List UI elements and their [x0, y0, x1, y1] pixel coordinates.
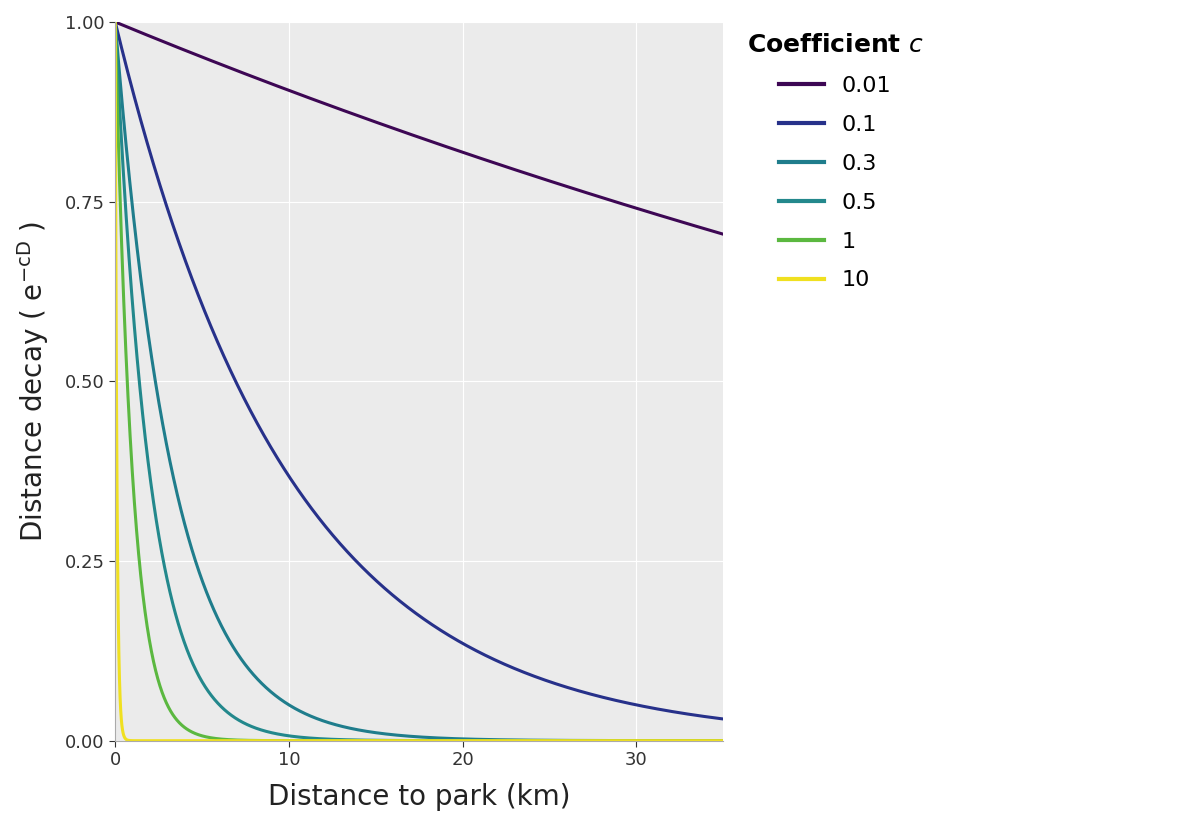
0.3	[139, 316, 154, 325]
0.3	[109, 17, 123, 27]
1	[587, 736, 601, 746]
1	[387, 736, 402, 746]
0.01	[404, 130, 418, 140]
Line: 0.1: 0.1	[116, 22, 724, 719]
0.1	[587, 690, 601, 700]
0.3	[587, 736, 601, 746]
0.01	[139, 30, 154, 40]
Line: 0.3: 0.3	[116, 22, 724, 741]
0.01	[387, 124, 402, 134]
0.5	[699, 736, 713, 746]
10	[109, 17, 123, 27]
10	[717, 736, 731, 746]
0.1	[387, 592, 402, 602]
0.1	[717, 714, 731, 724]
0.5	[587, 736, 601, 746]
0.3	[387, 730, 402, 740]
Line: 1: 1	[116, 22, 724, 741]
Line: 0.01: 0.01	[116, 22, 724, 235]
0.01	[699, 224, 713, 234]
Line: 0.5: 0.5	[116, 22, 724, 741]
0.3	[717, 736, 731, 746]
0.1	[698, 712, 712, 722]
10	[387, 736, 402, 746]
0.01	[109, 17, 123, 27]
10	[587, 736, 601, 746]
1	[717, 736, 731, 746]
0.1	[699, 712, 713, 722]
0.5	[717, 736, 731, 746]
0.01	[587, 190, 601, 200]
1	[404, 736, 418, 746]
0.5	[404, 736, 418, 746]
10	[699, 736, 713, 746]
0.5	[698, 736, 712, 746]
10	[404, 736, 418, 746]
1	[698, 736, 712, 746]
X-axis label: Distance to park (km): Distance to park (km)	[268, 783, 570, 811]
0.3	[698, 736, 712, 746]
0.5	[109, 17, 123, 27]
0.3	[404, 731, 418, 741]
1	[699, 736, 713, 746]
0.01	[717, 230, 731, 240]
0.5	[387, 735, 402, 745]
1	[139, 615, 154, 625]
Y-axis label: Distance decay ( $\mathregular{e^{-cD}}$ ): Distance decay ( $\mathregular{e^{-cD}}$…	[15, 221, 51, 542]
0.1	[109, 17, 123, 27]
0.1	[404, 605, 418, 615]
10	[698, 736, 712, 746]
0.1	[139, 135, 154, 145]
Line: 10: 10	[116, 22, 724, 741]
0.5	[139, 441, 154, 451]
1	[109, 17, 123, 27]
0.01	[698, 224, 712, 234]
10	[139, 736, 154, 746]
Legend: 0.01, 0.1, 0.3, 0.5, 1, 10: 0.01, 0.1, 0.3, 0.5, 1, 10	[746, 33, 924, 291]
0.3	[699, 736, 713, 746]
